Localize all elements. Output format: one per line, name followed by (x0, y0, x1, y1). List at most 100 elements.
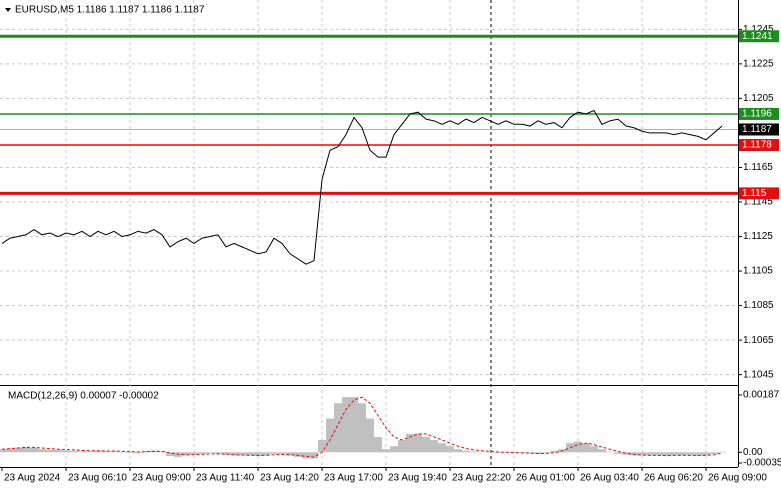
x-tick-label: 23 Aug 17:00 (324, 473, 383, 484)
macd-bar (246, 452, 254, 456)
macd-bar (654, 452, 662, 456)
macd-bar (398, 440, 406, 453)
signal-line (1, 396, 723, 458)
macd-bar (494, 452, 502, 453)
x-tick-label: 23 Aug 14:20 (260, 473, 319, 484)
macd-bar (334, 403, 342, 453)
macd-bar (382, 449, 390, 453)
macd-bar (462, 450, 470, 453)
y-tick-label: 1.1045 (743, 369, 774, 380)
y-tick-label: 1.1065 (743, 335, 774, 346)
macd-bar (622, 452, 630, 455)
macd-bar (590, 446, 598, 453)
macd-bar (166, 452, 174, 456)
x-tick-label: 23 Aug 22:20 (452, 473, 511, 484)
x-tick-label: 26 Aug 01:00 (516, 473, 575, 484)
macd-bar (214, 452, 222, 454)
last-price-label: 1.1187 (742, 124, 772, 135)
last-price-bg (739, 123, 779, 136)
x-tick-label: 23 Aug 11:40 (196, 473, 255, 484)
macd-bar (70, 450, 78, 453)
macd-bar (286, 452, 294, 456)
y-tick-label: 1.1205 (743, 93, 774, 104)
macd-bar (62, 450, 70, 453)
level-label: 1.1178 (742, 140, 772, 151)
macd-bar (646, 452, 654, 456)
macd-bar (30, 447, 38, 453)
macd-bar (526, 452, 534, 454)
macd-bar (254, 452, 262, 456)
macd-bar (358, 403, 366, 453)
macd-bar (670, 452, 678, 456)
macd-bar (686, 452, 694, 456)
macd-bar (310, 452, 318, 459)
x-tick-label: 26 Aug 03:40 (580, 473, 639, 484)
macd-bar (198, 452, 206, 454)
macd-bar (38, 449, 46, 453)
macd-bar (542, 452, 550, 454)
macd-bar (0, 449, 6, 453)
macd-bar (638, 452, 646, 456)
macd-bar (598, 449, 606, 453)
macd-bar (478, 451, 486, 453)
macd-bar (46, 449, 54, 453)
macd-bar (702, 452, 710, 456)
x-tick-label: 26 Aug 06:20 (644, 473, 703, 484)
macd-bar (102, 451, 110, 453)
macd-bar (414, 433, 422, 453)
macd-bar (574, 441, 582, 453)
macd-bar (318, 440, 326, 453)
level-label: 1.115 (742, 188, 767, 199)
macd-bar (270, 452, 278, 454)
y-tick-label: 1.1085 (743, 300, 774, 311)
level-label-bg (739, 30, 779, 43)
macd-bar (278, 452, 286, 454)
macd-bar (190, 452, 198, 455)
y-tick-label: 1.1225 (743, 59, 774, 70)
macd-bar (86, 451, 94, 453)
y-tick-label: 0.00 (743, 447, 763, 458)
macd-bar (54, 449, 62, 453)
macd-bar (14, 447, 22, 453)
macd-bar (374, 436, 382, 453)
macd-bar (350, 397, 358, 453)
level-label-bg (739, 107, 779, 120)
x-tick-label: 23 Aug 09:00 (132, 473, 191, 484)
macd-bar (718, 451, 726, 453)
macd-bar (422, 436, 430, 453)
macd-bar (22, 446, 30, 453)
y-tick-label: 1.1165 (743, 162, 773, 173)
macd-bar (294, 452, 302, 457)
macd-bar (406, 433, 414, 453)
macd-bar (238, 452, 246, 456)
macd-bar (182, 452, 190, 456)
macd-bar (326, 418, 334, 453)
x-tick-label: 23 Aug 06:10 (68, 473, 127, 484)
macd-bar (230, 452, 238, 456)
macd-bar (614, 452, 622, 454)
macd-bar (662, 452, 670, 456)
macd-bar (438, 443, 446, 453)
macd-bar (206, 452, 214, 453)
macd-bar (390, 446, 398, 453)
macd-bar (366, 418, 374, 453)
macd-title: MACD(12,26,9) 0.00007 -0.00002 (8, 391, 159, 402)
price-line (1, 109, 723, 265)
macd-bar (94, 450, 102, 453)
macd-bar (6, 448, 14, 453)
macd-bar (606, 451, 614, 453)
y-tick-label: 1.1245 (743, 24, 774, 35)
macd-bar (486, 451, 494, 453)
level-label-bg (739, 139, 779, 152)
macd-bar (430, 440, 438, 453)
menu-arrow[interactable] (5, 8, 11, 12)
macd-bar (510, 452, 518, 453)
macd-bar (134, 452, 142, 454)
macd-bar (302, 452, 310, 459)
macd-bar (582, 443, 590, 453)
macd-bar (550, 450, 558, 453)
macd-bar (454, 449, 462, 453)
y-tick-label: -0.00035 (743, 458, 781, 469)
